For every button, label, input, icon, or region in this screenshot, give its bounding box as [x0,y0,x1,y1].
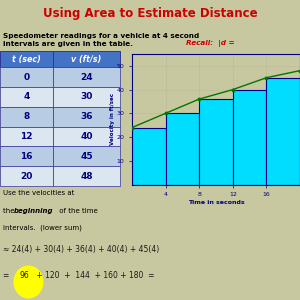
Bar [233,90,266,184]
Text: 24: 24 [80,73,93,82]
Text: =: = [3,271,14,280]
Bar [53,67,120,87]
Text: Speedometer readings for a vehicle at 4 second: Speedometer readings for a vehicle at 4 … [3,33,199,39]
Bar [0,67,53,87]
Bar [53,107,120,127]
Bar [53,166,120,186]
Text: v (ft/s): v (ft/s) [71,55,101,64]
Text: intervals are given in the table.: intervals are given in the table. [3,41,133,47]
Y-axis label: Velocity in ft/sec: Velocity in ft/sec [110,93,115,145]
Bar [53,146,120,166]
Bar [132,128,166,184]
X-axis label: Time in seconds: Time in seconds [188,200,244,205]
Text: 20: 20 [20,172,33,181]
Text: t (sec): t (sec) [12,55,41,64]
Bar [53,51,120,67]
Text: 48: 48 [80,172,93,181]
Text: 36: 36 [80,112,93,121]
Text: of the time: of the time [57,208,98,214]
Bar [0,146,53,166]
Bar [0,127,53,146]
Bar [0,166,53,186]
Text: Recall:  |d =: Recall: |d = [186,40,235,47]
Text: 45: 45 [80,152,93,161]
Bar [53,127,120,146]
Text: the: the [3,208,17,214]
Text: + 120  +  144  + 160 + 180  =: + 120 + 144 + 160 + 180 = [34,271,155,280]
Text: 12: 12 [20,132,33,141]
Bar [0,87,53,107]
Bar [266,78,300,184]
Bar [166,113,199,184]
Text: beginning: beginning [14,208,54,214]
Text: 8: 8 [23,112,29,121]
Text: 30: 30 [80,92,93,101]
Text: Using Area to Estimate Distance: Using Area to Estimate Distance [43,7,257,20]
Bar [199,99,233,184]
Bar [0,51,53,67]
Text: 0: 0 [23,73,29,82]
Text: Use the velocities at: Use the velocities at [3,190,74,196]
Bar [0,107,53,127]
Ellipse shape [14,266,44,298]
Text: intervals.  (lower sum): intervals. (lower sum) [3,225,82,231]
Text: 4: 4 [23,92,30,101]
Text: ≈ 24(4) + 30(4) + 36(4) + 40(4) + 45(4): ≈ 24(4) + 30(4) + 36(4) + 40(4) + 45(4) [3,245,159,254]
Text: 96: 96 [20,271,29,280]
Bar [53,87,120,107]
Text: 40: 40 [80,132,93,141]
Text: 16: 16 [20,152,33,161]
